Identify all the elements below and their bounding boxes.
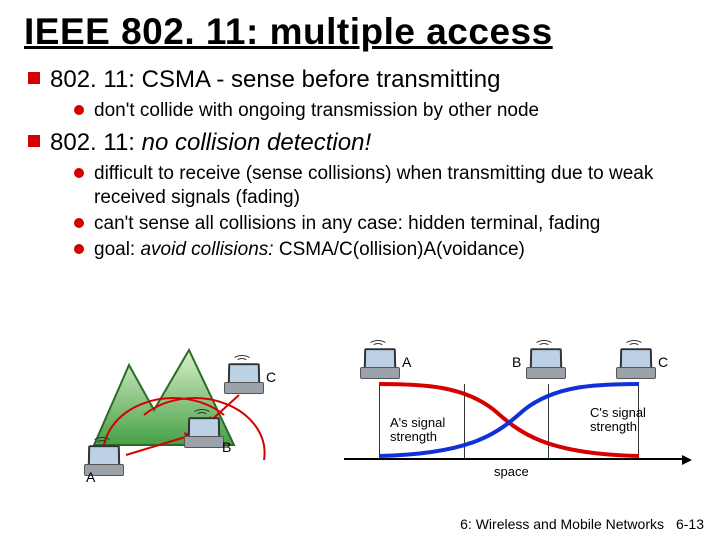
slide-title: IEEE 802. 11: multiple access	[24, 12, 696, 53]
laptop-b2: B	[526, 348, 564, 378]
laptop-b: B	[184, 417, 222, 447]
wifi-icon	[532, 338, 556, 348]
footer-credit: 6: Wireless and Mobile Networks	[460, 516, 664, 532]
wifi-icon	[622, 338, 646, 348]
bullet-2-sub-3-ital: avoid collisions:	[140, 239, 273, 260]
bullet-2: 802. 11: no collision detection! difficu…	[24, 128, 696, 261]
figure-signal-strength: A B C	[344, 350, 684, 500]
laptop-c2: C	[616, 348, 654, 378]
laptop-a: A	[84, 445, 122, 475]
sig-label-a-l2: strength	[390, 429, 437, 444]
bullet-2-sub-1: difficult to receive (sense collisions) …	[74, 162, 696, 210]
label-a2: A	[402, 354, 411, 370]
bullet-1-subs: don't collide with ongoing transmission …	[50, 99, 696, 123]
wifi-icon	[230, 353, 254, 363]
label-b2: B	[512, 354, 521, 370]
sig-label-c-l2: strength	[590, 419, 637, 434]
wifi-icon	[366, 338, 390, 348]
bullet-2-text-plain: 802. 11:	[50, 129, 142, 156]
bullet-list: 802. 11: CSMA - sense before transmittin…	[24, 65, 696, 262]
label-b: B	[222, 439, 231, 455]
label-c2: C	[658, 354, 668, 370]
figure-area: A B C A B	[24, 345, 696, 515]
label-a: A	[86, 469, 95, 485]
bullet-2-text-italic: no collision detection!	[142, 129, 371, 156]
bullet-1-sub-1: don't collide with ongoing transmission …	[74, 99, 696, 123]
sig-label-a: A's signal strength	[390, 416, 445, 443]
bullet-1: 802. 11: CSMA - sense before transmittin…	[24, 65, 696, 123]
laptop-c: C	[224, 363, 262, 393]
x-axis	[344, 458, 684, 460]
label-c: C	[266, 369, 276, 385]
wifi-icon	[90, 435, 114, 445]
axis-label-space: space	[494, 464, 529, 479]
bullet-2-text: 802. 11: no collision detection!	[50, 129, 371, 156]
bullet-2-sub-2: can't sense all collisions in any case: …	[74, 212, 696, 236]
laptop-a2: A	[360, 348, 398, 378]
bullet-1-text: 802. 11: CSMA - sense before transmittin…	[50, 66, 500, 93]
footer-pagenum: 6-13	[676, 516, 704, 532]
sig-label-c: C's signal strength	[590, 406, 646, 433]
bullet-2-subs: difficult to receive (sense collisions) …	[50, 162, 696, 261]
bullet-2-sub-3-plain: goal:	[94, 239, 140, 260]
figure-hidden-terminal: A B C	[84, 345, 284, 485]
wifi-icon	[190, 407, 214, 417]
bullet-2-sub-3: goal: avoid collisions: CSMA/C(ollision)…	[74, 238, 696, 262]
bullet-2-sub-3-rest: CSMA/C(ollision)A(voidance)	[274, 239, 525, 260]
slide: IEEE 802. 11: multiple access 802. 11: C…	[0, 0, 720, 540]
